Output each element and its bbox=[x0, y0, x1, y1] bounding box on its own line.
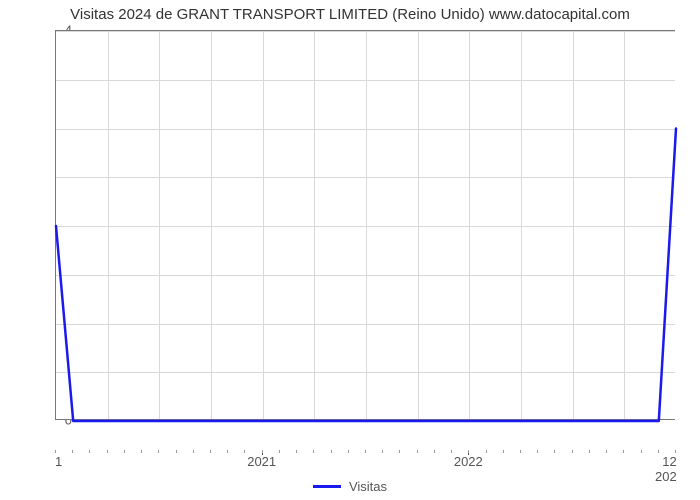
chart-container: Visitas 2024 de GRANT TRANSPORT LIMITED … bbox=[0, 0, 700, 500]
x-minor-tick bbox=[382, 450, 383, 453]
x-minor-tick bbox=[434, 450, 435, 453]
x-minor-tick bbox=[89, 450, 90, 453]
x-minor-tick bbox=[176, 450, 177, 453]
x-label-2021: 2021 bbox=[247, 454, 276, 469]
x-minor-tick bbox=[72, 450, 73, 453]
x-minor-tick bbox=[331, 450, 332, 453]
x-minor-tick bbox=[210, 450, 211, 453]
plot-wrap: 1 2021 2022 12 202 bbox=[55, 30, 675, 435]
x-minor-tick bbox=[486, 450, 487, 453]
legend-swatch bbox=[313, 485, 341, 488]
chart-title: Visitas 2024 de GRANT TRANSPORT LIMITED … bbox=[0, 6, 700, 23]
x-minor-tick bbox=[641, 450, 642, 453]
x-minor-tick bbox=[244, 450, 245, 453]
x-minor-tick bbox=[554, 450, 555, 453]
line-series bbox=[56, 31, 676, 421]
x-minor-tick bbox=[279, 450, 280, 453]
x-minor-tick bbox=[417, 450, 418, 453]
x-minor-tick bbox=[572, 450, 573, 453]
x-minor-tick bbox=[365, 450, 366, 453]
x-minor-tick bbox=[658, 450, 659, 453]
x-minor-tick bbox=[124, 450, 125, 453]
x-minor-tick bbox=[675, 450, 676, 453]
x-minor-tick bbox=[503, 450, 504, 453]
plot-area bbox=[55, 30, 675, 420]
x-minor-tick bbox=[399, 450, 400, 453]
x-minor-tick bbox=[468, 450, 469, 453]
x-minor-tick bbox=[55, 450, 56, 453]
x-minor-tick bbox=[262, 450, 263, 453]
x-minor-tick bbox=[589, 450, 590, 453]
x-label-left: 1 bbox=[55, 454, 62, 469]
x-minor-tick bbox=[520, 450, 521, 453]
x-minor-tick bbox=[537, 450, 538, 453]
x-minor-tick bbox=[606, 450, 607, 453]
x-minor-tick bbox=[158, 450, 159, 453]
x-minor-tick bbox=[193, 450, 194, 453]
legend-label: Visitas bbox=[349, 479, 387, 494]
legend: Visitas bbox=[0, 479, 700, 494]
x-minor-tick bbox=[107, 450, 108, 453]
x-minor-tick bbox=[451, 450, 452, 453]
x-minor-tick bbox=[141, 450, 142, 453]
x-minor-tick bbox=[623, 450, 624, 453]
x-label-2022: 2022 bbox=[454, 454, 483, 469]
x-minor-tick bbox=[296, 450, 297, 453]
x-minor-tick bbox=[348, 450, 349, 453]
x-minor-tick bbox=[227, 450, 228, 453]
x-minor-tick bbox=[313, 450, 314, 453]
